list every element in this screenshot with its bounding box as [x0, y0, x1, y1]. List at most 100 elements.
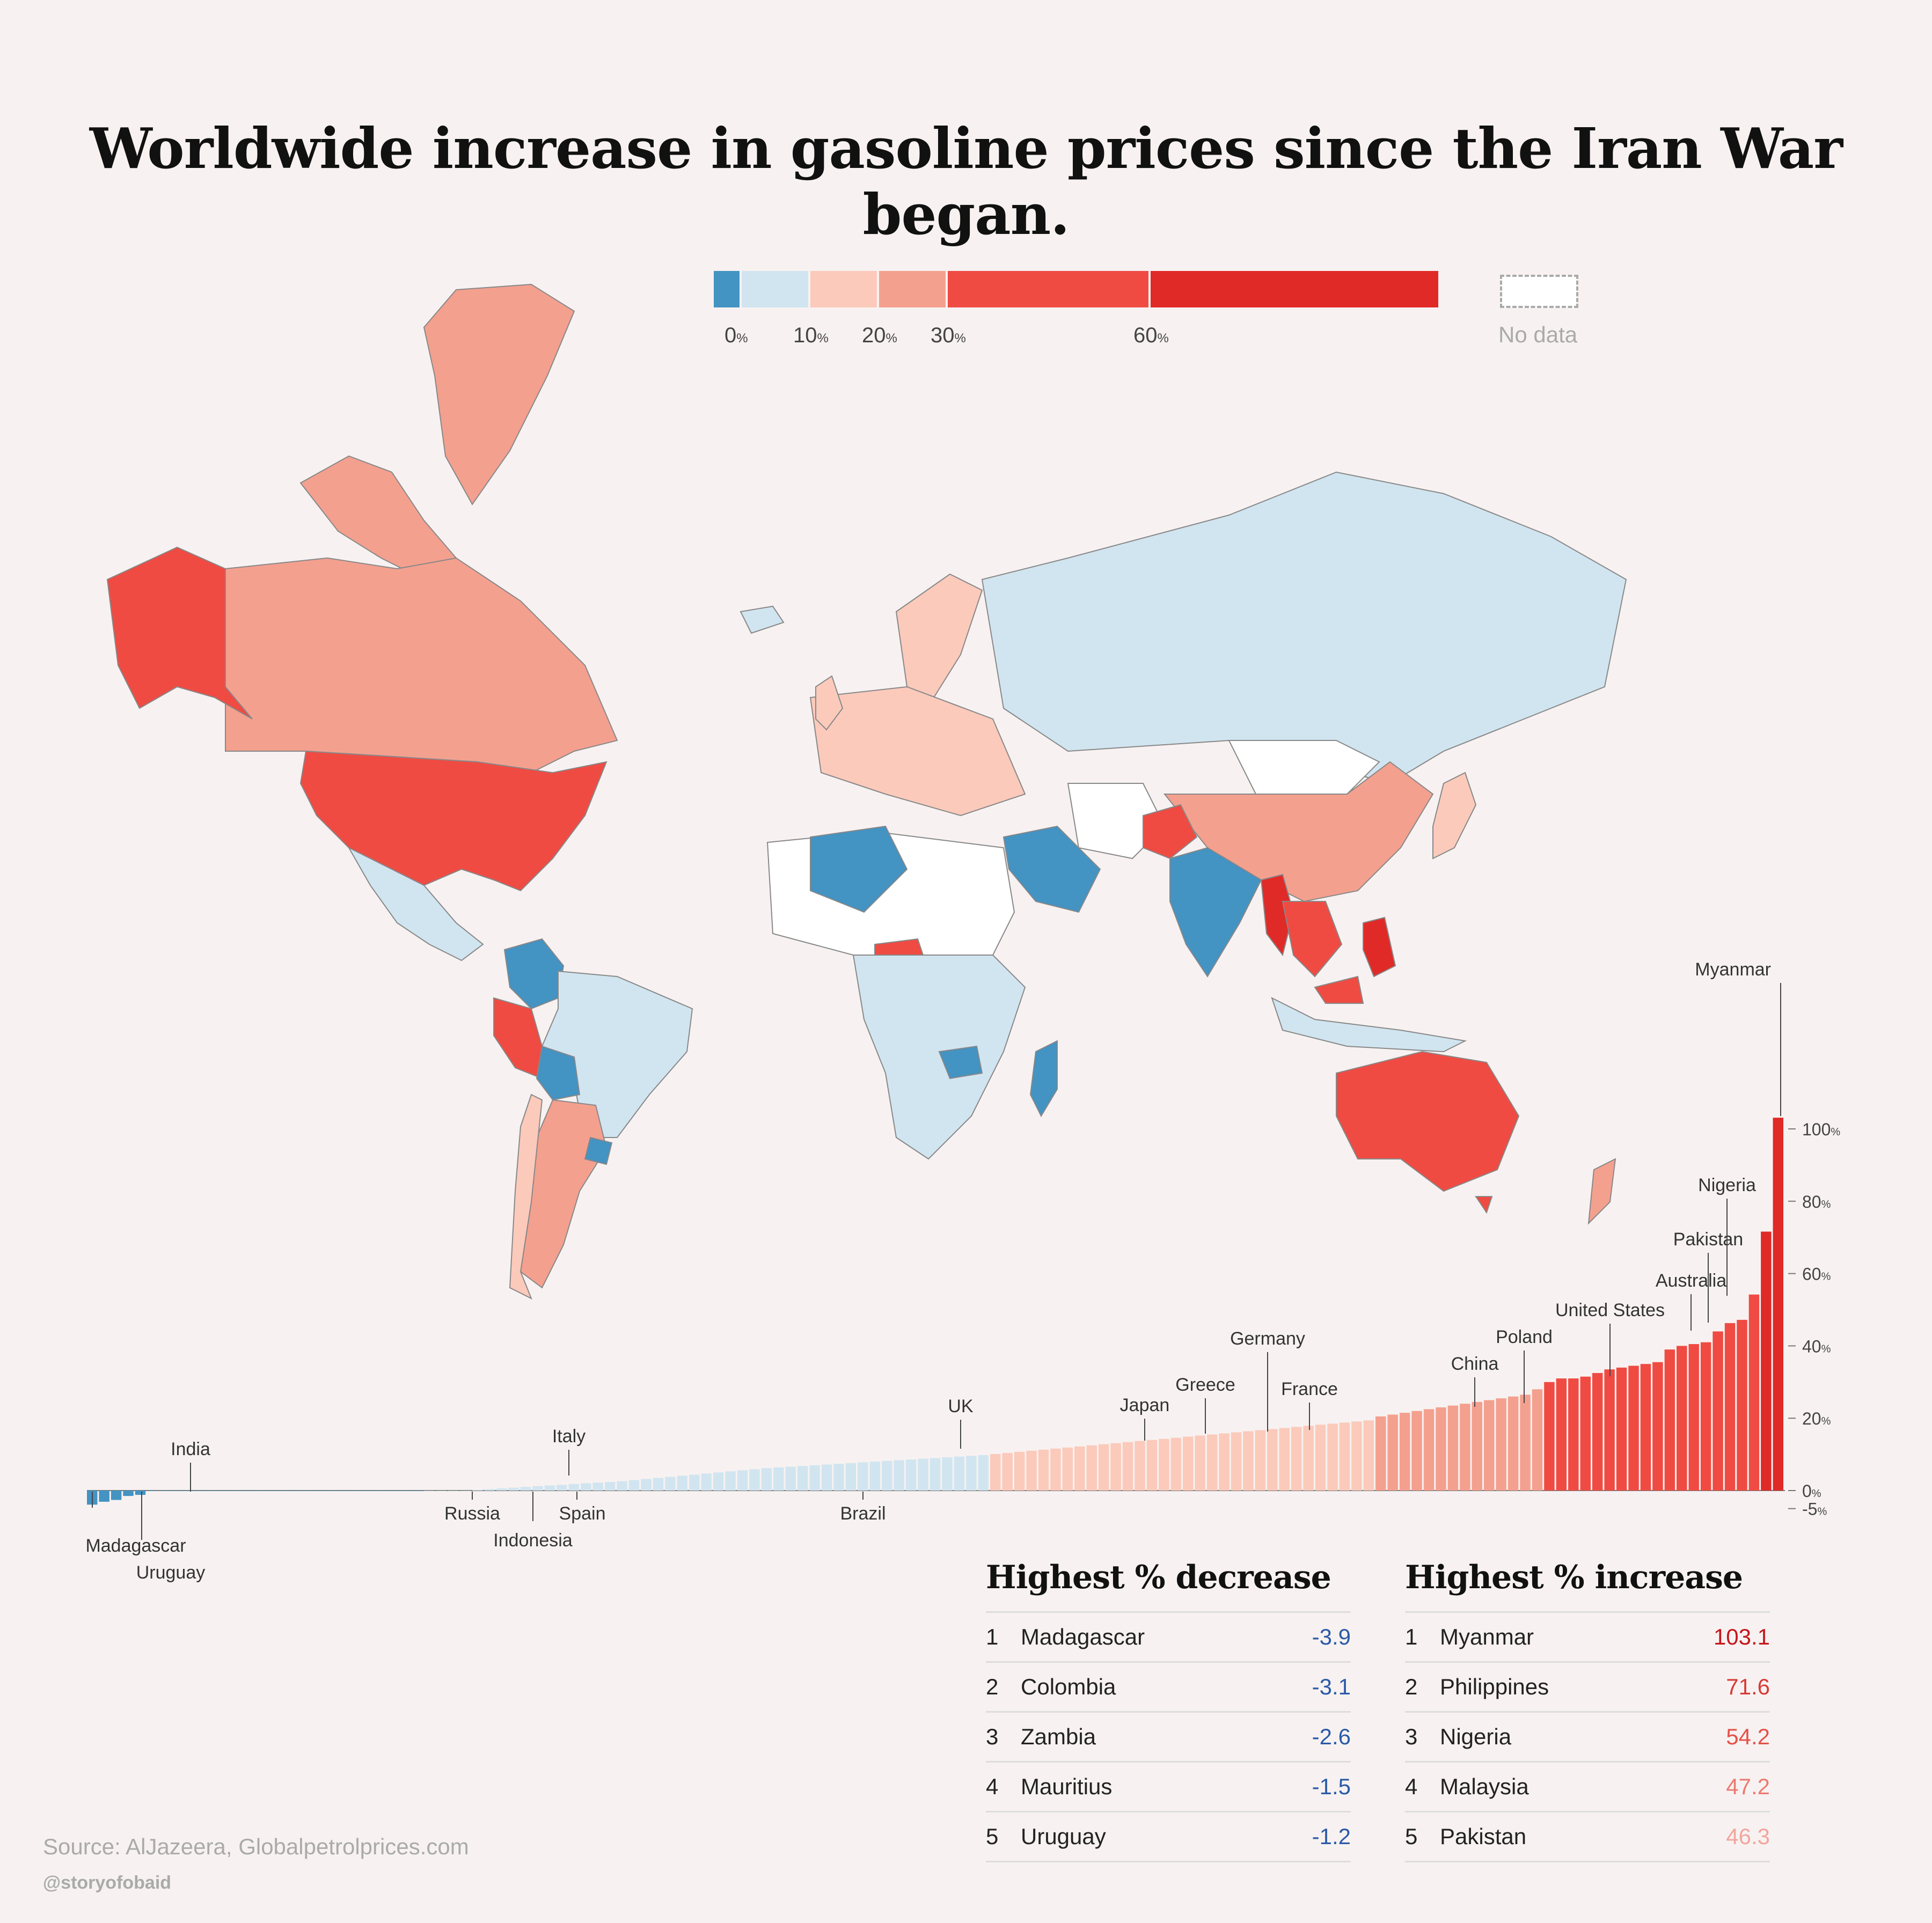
y-tick-label: 0% — [1802, 1481, 1821, 1501]
row-rank: 1 — [1405, 1624, 1440, 1650]
chart-bar — [508, 1488, 518, 1491]
callout-label: Italy — [552, 1426, 586, 1447]
chart-bar — [1665, 1349, 1675, 1491]
row-rank: 4 — [986, 1774, 1021, 1800]
row-country: Pakistan — [1440, 1824, 1726, 1849]
source-credit: Source: AlJazeera, Globalpetrolprices.co… — [43, 1834, 469, 1860]
author-handle: @storyofobaid — [43, 1873, 171, 1893]
chart-bar — [1484, 1400, 1494, 1491]
decrease-table-title: Highest % decrease — [986, 1559, 1351, 1596]
chart-bar — [617, 1481, 627, 1491]
row-country: Nigeria — [1440, 1724, 1726, 1750]
chart-bar — [1424, 1409, 1434, 1491]
chart-bar — [713, 1472, 723, 1491]
chart-bar — [605, 1482, 615, 1491]
row-value: 47.2 — [1726, 1774, 1770, 1800]
chart-bar — [1243, 1431, 1253, 1491]
callout-label: Brazil — [840, 1503, 885, 1524]
y-tick-label: 40% — [1802, 1337, 1831, 1356]
table-row: 3 Nigeria 54.2 — [1405, 1711, 1770, 1761]
chart-bar — [1761, 1231, 1771, 1491]
callout-label: Nigeria — [1698, 1175, 1756, 1195]
chart-bar — [1472, 1402, 1482, 1491]
chart-bar — [1147, 1440, 1157, 1491]
chart-bar — [1219, 1434, 1229, 1491]
table-row: 2 Colombia -3.1 — [986, 1661, 1351, 1711]
chart-bar — [701, 1473, 711, 1491]
row-country: Malaysia — [1440, 1774, 1726, 1800]
callout-label: Greece — [1175, 1375, 1235, 1395]
chart-bar — [592, 1482, 603, 1491]
chart-bar — [1580, 1377, 1591, 1491]
chart-bar — [1026, 1451, 1036, 1491]
chart-bar — [906, 1459, 916, 1491]
row-rank: 1 — [986, 1624, 1021, 1650]
chart-bar — [1315, 1425, 1326, 1491]
chart-bar — [1592, 1373, 1602, 1491]
chart-bar — [1568, 1378, 1578, 1491]
chart-bar — [894, 1460, 904, 1491]
row-rank: 3 — [1405, 1724, 1440, 1750]
chart-bar — [1387, 1414, 1397, 1491]
table-row: 4 Mauritius -1.5 — [986, 1761, 1351, 1811]
chart-bar — [1532, 1389, 1542, 1491]
chart-bar — [532, 1486, 543, 1491]
chart-bar — [1207, 1435, 1217, 1491]
row-rank: 2 — [986, 1674, 1021, 1700]
callout-label: Russia — [444, 1503, 500, 1524]
row-value: 54.2 — [1726, 1724, 1770, 1750]
row-rank: 5 — [986, 1824, 1021, 1849]
chart-bar — [1400, 1413, 1410, 1491]
chart-bar — [1436, 1407, 1446, 1491]
chart-bar — [641, 1479, 651, 1491]
chart-bar — [930, 1458, 940, 1491]
callout-label: Japan — [1120, 1395, 1170, 1415]
row-country: Myanmar — [1440, 1624, 1714, 1650]
row-rank: 2 — [1405, 1674, 1440, 1700]
table-row: 1 Madagascar -3.9 — [986, 1611, 1351, 1661]
table-row: 2 Philippines 71.6 — [1405, 1661, 1770, 1711]
chart-bar — [846, 1463, 856, 1491]
row-value: -1.2 — [1312, 1824, 1351, 1849]
chart-bar — [786, 1467, 796, 1491]
chart-bar — [665, 1477, 675, 1491]
chart-bar — [1411, 1411, 1422, 1491]
row-country: Colombia — [1021, 1674, 1312, 1700]
row-value: -3.1 — [1312, 1674, 1351, 1700]
row-country: Mauritius — [1021, 1774, 1312, 1800]
chart-bar — [1520, 1394, 1530, 1491]
chart-bar — [99, 1491, 109, 1502]
chart-bar — [1688, 1344, 1699, 1491]
y-tick-label: 100% — [1802, 1120, 1840, 1139]
chart-bar — [966, 1456, 976, 1491]
chart-bar — [581, 1484, 591, 1491]
chart-bar — [737, 1470, 748, 1491]
chart-bar — [1641, 1364, 1651, 1491]
chart-bar — [1110, 1443, 1121, 1491]
chart-bar — [1086, 1445, 1096, 1491]
chart-bar — [689, 1474, 699, 1491]
chart-bar — [1002, 1453, 1012, 1491]
chart-bar — [1773, 1118, 1783, 1491]
row-value: -3.9 — [1312, 1624, 1351, 1650]
chart-bar — [1340, 1422, 1350, 1491]
chart-bar — [472, 1490, 482, 1491]
chart-bar — [485, 1489, 495, 1491]
chart-bar — [1725, 1323, 1735, 1491]
chart-bar — [1123, 1442, 1133, 1491]
chart-bar — [1616, 1368, 1627, 1491]
callout-label: Germany — [1230, 1329, 1305, 1349]
chart-bar — [990, 1454, 1000, 1491]
chart-bar — [809, 1465, 819, 1491]
chart-bar — [1544, 1382, 1554, 1491]
callout-label: Australia — [1656, 1271, 1726, 1291]
chart-bar — [1099, 1444, 1109, 1491]
chart-bar — [1195, 1436, 1205, 1491]
chart-bar — [1291, 1427, 1301, 1491]
chart-bar — [521, 1487, 531, 1491]
chart-bar — [1652, 1362, 1663, 1491]
chart-bar — [629, 1480, 639, 1491]
chart-bar — [822, 1464, 832, 1491]
chart-bar — [762, 1468, 772, 1491]
chart-bar — [1303, 1426, 1313, 1491]
